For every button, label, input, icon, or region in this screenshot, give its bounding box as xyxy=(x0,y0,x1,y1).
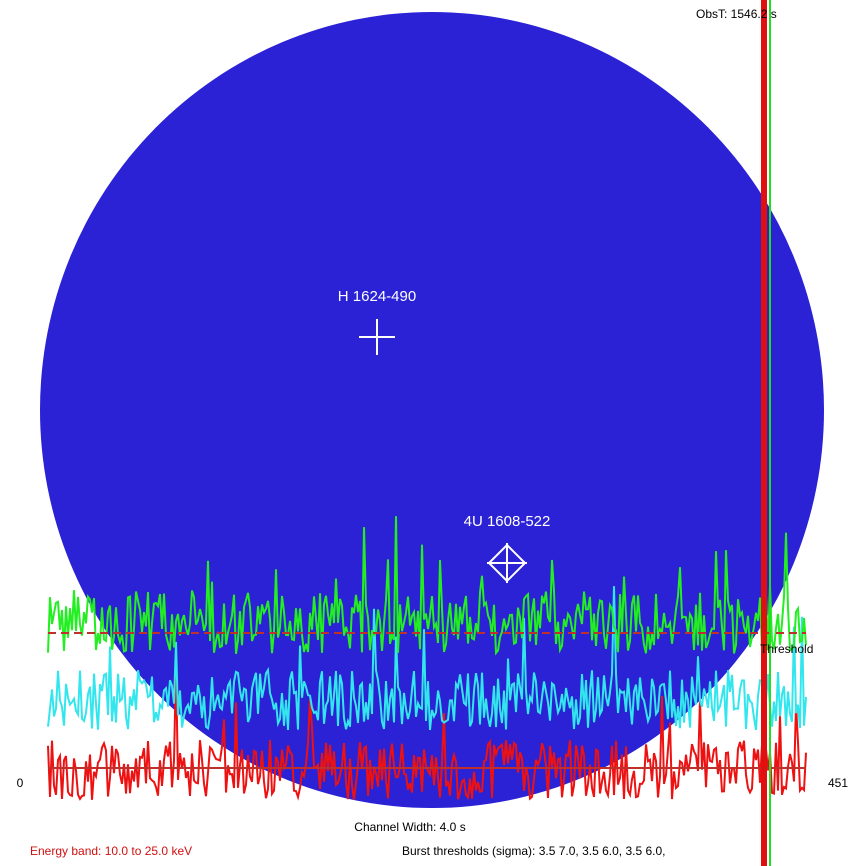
burst-thresholds: Burst thresholds (sigma): 3.5 7.0, 3.5 6… xyxy=(402,844,665,858)
energy-band: Energy band: 10.0 to 25.0 keV xyxy=(30,844,192,858)
obs-time: ObsT: 1546.2 s xyxy=(696,7,777,21)
threshold-label: Threshold xyxy=(760,642,813,656)
sky-view: H 1624-490 4U 1608-522 ObsT: 1546.2 s Th… xyxy=(0,0,861,866)
source-label: 4U 1608-522 xyxy=(464,513,551,530)
source-label: H 1624-490 xyxy=(338,288,416,305)
time-cursor xyxy=(761,0,767,866)
axis-start: 0 xyxy=(17,776,24,790)
field-of-view xyxy=(40,12,824,808)
channel-width: Channel Width: 4.0 s xyxy=(354,820,465,834)
axis-end: 451 xyxy=(828,776,848,790)
